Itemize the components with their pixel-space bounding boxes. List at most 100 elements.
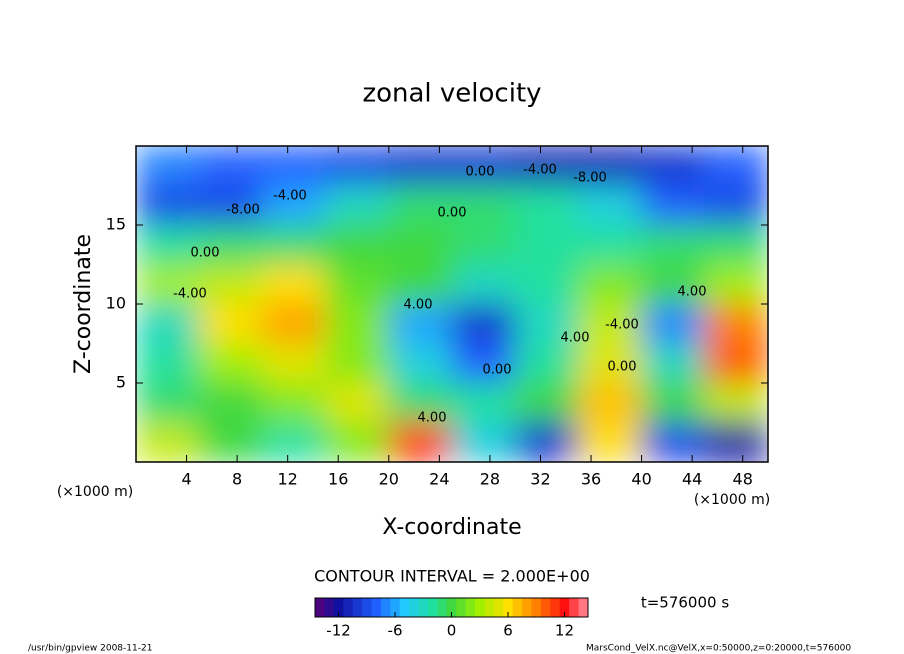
field-clip bbox=[136, 146, 768, 462]
field-cell bbox=[451, 303, 516, 344]
field-cell bbox=[261, 224, 327, 265]
colorbar-box bbox=[531, 598, 542, 617]
field-cell bbox=[451, 185, 516, 226]
x-tick-label: 36 bbox=[581, 470, 601, 489]
field-cell bbox=[514, 264, 579, 305]
colorbar-box bbox=[493, 598, 504, 617]
x-tick-label: 20 bbox=[379, 470, 399, 489]
x-tick-label: 12 bbox=[278, 470, 298, 489]
field-cell bbox=[641, 303, 706, 344]
colorbar-box bbox=[456, 598, 467, 617]
x-tick-label: 8 bbox=[232, 470, 242, 489]
field-cell bbox=[577, 422, 643, 462]
field-cell bbox=[136, 224, 200, 265]
contour-label: -8.00 bbox=[573, 171, 607, 186]
field-cell bbox=[325, 185, 390, 226]
field-cell bbox=[514, 343, 579, 384]
colorbar-box bbox=[380, 598, 391, 617]
x-tick-label: 44 bbox=[682, 470, 702, 489]
field-cell bbox=[388, 303, 453, 344]
field-cell bbox=[261, 146, 327, 186]
field-cell bbox=[641, 146, 706, 186]
colorbar-box bbox=[503, 598, 514, 617]
footer-right: MarsCond_VelX.nc@VelX,x=0:50000,z=0:2000… bbox=[586, 644, 851, 654]
colorbar-box bbox=[475, 598, 485, 617]
field-cell bbox=[325, 224, 390, 265]
field-cell bbox=[641, 343, 706, 384]
field-cell bbox=[261, 264, 327, 305]
contour-label: 0.00 bbox=[466, 165, 495, 180]
field-cell bbox=[641, 422, 706, 462]
colorbar-box bbox=[578, 598, 589, 617]
field-cell bbox=[198, 343, 263, 384]
contour-label: -4.00 bbox=[173, 287, 207, 302]
footer-left: /usr/bin/gpview 2008-11-21 bbox=[28, 644, 152, 654]
field-cell bbox=[641, 382, 706, 423]
y-tick-label: 15 bbox=[106, 215, 126, 234]
field-cell bbox=[136, 343, 200, 384]
field-cell bbox=[641, 224, 706, 265]
colorbar-box bbox=[324, 598, 335, 617]
contour-labels: -8.00 -4.00 0.00 0.00 -4.00 4.00 -4.00 0.00 -8.0… bbox=[173, 163, 706, 426]
field-cell bbox=[514, 185, 579, 226]
field-cell bbox=[261, 422, 327, 462]
field-cell bbox=[388, 146, 453, 186]
field-cell bbox=[577, 146, 643, 186]
field-cell bbox=[704, 224, 768, 265]
field-cell bbox=[577, 303, 643, 344]
contour-label: -4.00 bbox=[273, 189, 307, 204]
field-cell bbox=[198, 185, 263, 226]
field-cell bbox=[577, 224, 643, 265]
field-cell bbox=[198, 264, 263, 305]
colorbar-box bbox=[559, 598, 570, 617]
colorbar-box bbox=[512, 598, 523, 617]
field-cell bbox=[325, 422, 390, 462]
field-cell bbox=[198, 224, 263, 265]
field-cell bbox=[325, 264, 390, 305]
field-cell bbox=[261, 185, 327, 226]
x-tick-label: 16 bbox=[328, 470, 348, 489]
field-cell bbox=[136, 303, 200, 344]
colorbar-box bbox=[352, 598, 363, 617]
contour-label: 4.00 bbox=[404, 298, 433, 313]
field-cell bbox=[704, 264, 768, 305]
field-cell bbox=[641, 185, 706, 226]
colorbar-box bbox=[409, 598, 419, 617]
field-cell bbox=[388, 382, 453, 423]
field-cell bbox=[325, 303, 390, 344]
field-cell bbox=[577, 264, 643, 305]
field-cell bbox=[577, 185, 643, 226]
x-tick-label: 28 bbox=[480, 470, 500, 489]
field-cell bbox=[451, 146, 516, 186]
colorbar-box bbox=[343, 598, 354, 617]
field-cell bbox=[451, 224, 516, 265]
field-cell bbox=[388, 224, 453, 265]
colorbar-tick-label: 6 bbox=[503, 622, 513, 640]
field-cell bbox=[514, 224, 579, 265]
field-cell bbox=[704, 146, 768, 186]
contour-label: 4.00 bbox=[418, 411, 447, 426]
colorbar-box bbox=[371, 598, 382, 617]
field-cell bbox=[136, 422, 200, 462]
contour-label: 0.00 bbox=[191, 246, 220, 261]
colorbar-box bbox=[446, 598, 457, 617]
y-tick-label: 5 bbox=[116, 373, 126, 392]
contour-label: 4.00 bbox=[561, 331, 590, 346]
contour-label: -4.00 bbox=[523, 163, 557, 178]
field-cell bbox=[577, 343, 643, 384]
field-cell bbox=[198, 146, 263, 186]
x-tick-label: 48 bbox=[733, 470, 753, 489]
colorbar: -12 -6 0 6 12 bbox=[314, 597, 589, 640]
field-cell bbox=[704, 185, 768, 226]
field-cell bbox=[704, 382, 768, 423]
colorbar-box bbox=[522, 598, 532, 617]
colorbar-box bbox=[390, 598, 401, 617]
contour-label: -4.00 bbox=[605, 318, 639, 333]
field-cell bbox=[136, 382, 200, 423]
y-tick-label: 10 bbox=[106, 294, 126, 313]
field-cell bbox=[641, 264, 706, 305]
time-label: t=576000 s bbox=[641, 594, 729, 612]
colorbar-box bbox=[484, 598, 495, 617]
colorbar-box bbox=[465, 598, 476, 617]
colorbar-box bbox=[333, 598, 344, 617]
